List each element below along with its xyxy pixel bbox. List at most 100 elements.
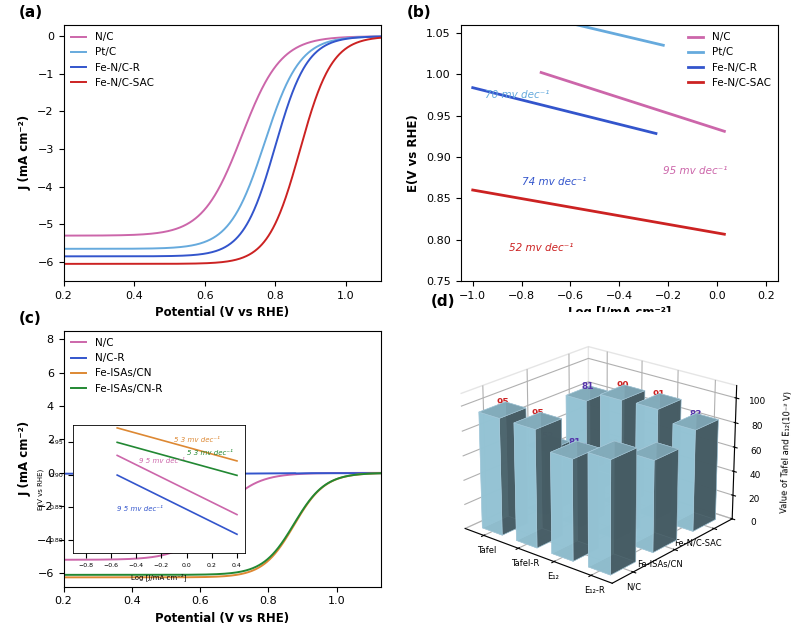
Fe-N/C-SAC [202, 260, 211, 267]
Fe-N/C-SAC [273, 214, 283, 222]
Fe-ISAs/CN [52, 573, 61, 581]
N/C [268, 474, 278, 481]
Y-axis label: E(V vs RHE): E(V vs RHE) [407, 114, 421, 192]
Line: Pt/C: Pt/C [472, 0, 663, 46]
Pt/C [273, 100, 283, 108]
N/C [302, 40, 311, 47]
Fe-N/C-R [302, 61, 311, 68]
N/C-R [296, 470, 306, 477]
Fe-ISAs/CN-R [198, 571, 208, 578]
Text: (d): (d) [431, 294, 455, 309]
N/C [719, 127, 729, 135]
N/C [202, 203, 211, 211]
Fe-ISAs/CN-R [135, 571, 145, 578]
X-axis label: Potential (V vs RHE): Potential (V vs RHE) [156, 306, 289, 319]
N/C [137, 231, 147, 238]
N/C-R [198, 470, 208, 477]
N/C [110, 556, 119, 563]
Pt/C [52, 245, 61, 253]
Pt/C [110, 245, 120, 253]
X-axis label: Potential (V vs RHE): Potential (V vs RHE) [156, 612, 289, 624]
Fe-N/C-SAC [302, 124, 311, 132]
Fe-ISAs/CN-R [376, 469, 386, 477]
Fe-ISAs/CN [376, 469, 386, 477]
Line: Fe-N/C-R: Fe-N/C-R [56, 36, 388, 256]
Fe-N/C-R [651, 130, 661, 137]
Y-axis label: J (mA cm⁻²): J (mA cm⁻²) [19, 421, 32, 496]
Fe-ISAs/CN [135, 573, 145, 581]
N/C [243, 484, 252, 491]
Legend: N/C, N/C-R, Fe-ISAs/CN, Fe-ISAs/CN-R: N/C, N/C-R, Fe-ISAs/CN, Fe-ISAs/CN-R [69, 336, 164, 396]
Pt/C [137, 245, 147, 252]
N/C [247, 107, 256, 114]
N/C [376, 469, 386, 477]
Fe-ISAs/CN-R [268, 550, 278, 557]
N/C [110, 232, 120, 239]
Fe-N/C-SAC [137, 260, 147, 268]
Y-axis label: J (mA cm⁻²): J (mA cm⁻²) [19, 115, 32, 190]
N/C-R [135, 470, 145, 477]
Fe-ISAs/CN [198, 573, 208, 581]
Fe-N/C-R [52, 253, 61, 260]
Line: Fe-N/C-R: Fe-N/C-R [472, 88, 656, 134]
Fe-N/C-SAC [52, 260, 61, 268]
Line: Fe-N/C-SAC: Fe-N/C-SAC [56, 37, 388, 264]
Fe-ISAs/CN-R [296, 509, 306, 517]
N/C [273, 60, 283, 67]
Fe-ISAs/CN-R [52, 571, 61, 578]
Fe-N/C-SAC [247, 249, 256, 256]
Text: 95 mv dec⁻¹: 95 mv dec⁻¹ [663, 167, 727, 177]
Fe-ISAs/CN-R [243, 566, 252, 573]
Fe-N/C-R [247, 211, 256, 218]
Line: Fe-ISAs/CN: Fe-ISAs/CN [56, 473, 381, 577]
N/C [537, 69, 546, 76]
Fe-N/C-R [468, 84, 477, 92]
Pt/C [658, 42, 668, 49]
Line: Fe-N/C-SAC: Fe-N/C-SAC [472, 190, 724, 234]
Fe-N/C-SAC [719, 230, 729, 238]
Line: N/C: N/C [56, 36, 388, 236]
Fe-ISAs/CN [268, 552, 278, 559]
Text: 52 mv dec⁻¹: 52 mv dec⁻¹ [510, 243, 574, 253]
Line: Fe-ISAs/CN-R: Fe-ISAs/CN-R [56, 473, 381, 575]
N/C-R [243, 470, 252, 477]
N/C [52, 556, 61, 563]
N/C-R [268, 470, 278, 477]
Pt/C [302, 51, 311, 59]
Text: (b): (b) [407, 5, 431, 21]
Legend: N/C, Pt/C, Fe-N/C-R, Fe-N/C-SAC: N/C, Pt/C, Fe-N/C-R, Fe-N/C-SAC [686, 30, 773, 90]
Pt/C [247, 175, 256, 183]
Fe-N/C-R [384, 32, 393, 40]
Line: Pt/C: Pt/C [56, 36, 388, 249]
Fe-N/C-R [137, 253, 147, 260]
Fe-N/C-R [202, 250, 211, 257]
N/C-R [376, 469, 386, 477]
X-axis label: Log [J/mA cm⁻²]: Log [J/mA cm⁻²] [568, 306, 671, 319]
Fe-N/C-SAC [468, 187, 477, 194]
Text: (c): (c) [19, 311, 42, 326]
Text: 70 mv dec⁻¹: 70 mv dec⁻¹ [485, 90, 549, 100]
Fe-ISAs/CN [296, 510, 306, 517]
N/C [198, 528, 208, 535]
Line: N/C: N/C [56, 473, 381, 560]
Fe-N/C-R [273, 134, 283, 141]
Legend: N/C, Pt/C, Fe-N/C-R, Fe-N/C-SAC: N/C, Pt/C, Fe-N/C-R, Fe-N/C-SAC [69, 30, 156, 90]
N/C-R [304, 469, 314, 477]
Fe-ISAs/CN-R [110, 571, 119, 578]
Line: N/C: N/C [542, 72, 724, 131]
Fe-N/C-SAC [110, 260, 120, 268]
Fe-ISAs/CN [110, 573, 119, 581]
N/C-R [52, 470, 61, 477]
N/C [296, 470, 306, 477]
Text: (a): (a) [19, 5, 43, 21]
Fe-ISAs/CN [243, 568, 252, 576]
Fe-N/C-SAC [384, 34, 393, 41]
N/C [52, 232, 61, 240]
Pt/C [384, 32, 393, 40]
Fe-N/C-R [110, 253, 120, 260]
Pt/C [202, 238, 211, 245]
N/C [135, 555, 145, 562]
N/C-R [110, 470, 119, 477]
Pt/C [468, 0, 477, 4]
Text: 74 mv dec⁻¹: 74 mv dec⁻¹ [522, 177, 586, 187]
